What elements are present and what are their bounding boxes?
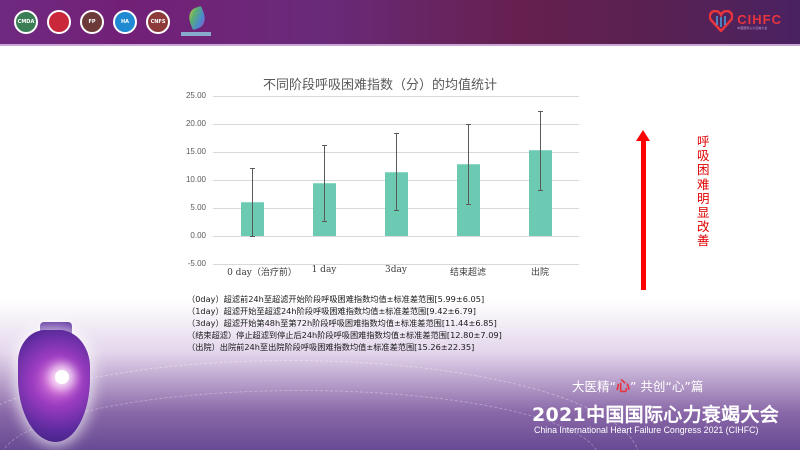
x-tick-label: 结束超滤	[449, 268, 487, 278]
association-logo-icon	[47, 10, 71, 34]
y-tick-label: 25.00	[185, 91, 206, 100]
up-arrow-icon	[636, 130, 650, 141]
error-cap	[466, 124, 471, 126]
error-bar	[252, 168, 253, 237]
y-tick-label: 20.00	[185, 119, 206, 128]
partner-logos: CMDA FP HA CNFS	[14, 5, 213, 36]
stage-notes: （0day）超滤前24h至超滤开始阶段呼吸困难指数均值±标准差范围[5.99±6…	[187, 293, 502, 353]
error-bar	[540, 110, 541, 190]
error-cap	[250, 168, 255, 170]
error-cap	[394, 210, 399, 212]
gridline	[213, 96, 579, 97]
fp-logo-icon: FP	[80, 10, 104, 34]
error-cap	[466, 203, 471, 205]
conference-title: 2021中国国际心力衰竭大会	[532, 404, 780, 426]
conference-subtitle: China International Heart Failure Congre…	[534, 425, 759, 435]
improvement-annotation: 呼吸困难明显改善	[697, 134, 710, 249]
gridline	[213, 236, 579, 237]
error-bar	[324, 144, 325, 222]
brand-subtitle: 中国国际心力衰竭大会	[737, 25, 768, 30]
x-tick-label: 出院	[530, 268, 550, 278]
gridline	[213, 264, 579, 265]
cmda-logo-icon: CMDA	[14, 10, 38, 34]
error-bar	[468, 124, 469, 204]
error-cap	[250, 236, 255, 238]
error-cap	[322, 144, 327, 146]
up-arrow-shaft	[641, 140, 646, 290]
y-tick-label: 0.00	[190, 231, 206, 240]
slogan: 大医精“心” 共创“心”篇	[572, 376, 703, 396]
error-cap	[322, 221, 327, 223]
y-tick-label: -5.00	[187, 259, 206, 268]
error-cap	[538, 189, 543, 191]
y-tick-label: 10.00	[185, 175, 206, 184]
error-bar	[396, 133, 397, 211]
heart-logo-icon	[708, 9, 734, 33]
x-tick-label: 3day	[385, 265, 407, 275]
ha-logo-icon: HA	[113, 10, 137, 34]
heart-mark-icon: 心	[615, 379, 630, 395]
x-tick-label: 1 day	[311, 265, 337, 275]
note-line: （出院）出院前24h至出院阶段呼吸困难指数均值±标准差范围[15.26±22.3…	[187, 342, 475, 352]
brand-name: CIHFC	[737, 11, 782, 27]
slogan-pre: 大医精“	[572, 379, 616, 394]
cnfs-logo-icon: CNFS	[146, 10, 170, 34]
x-tick-label: 0 day（治疗前）	[227, 268, 297, 278]
chart-title: 不同阶段呼吸困难指数（分）的均值统计	[262, 78, 497, 93]
note-line: （0day）超滤前24h至超滤开始阶段呼吸困难指数均值±标准差范围[5.99±6…	[187, 294, 485, 304]
error-cap	[538, 110, 543, 112]
y-tick-label: 15.00	[185, 147, 206, 156]
header-bar: CMDA FP HA CNFS CIHFC 中国国际心力衰竭大会	[0, 0, 800, 46]
error-cap	[394, 133, 399, 135]
bird-logo-icon	[179, 5, 213, 36]
note-line: （1day）超滤开始至超滤24h阶段呼吸困难指数均值±标准差范围[9.42±6.…	[187, 306, 476, 316]
gridline	[213, 124, 579, 125]
cihfc-brand: CIHFC 中国国际心力衰竭大会	[708, 9, 782, 33]
slogan-post: ” 共创“心”篇	[629, 379, 704, 394]
y-tick-label: 5.00	[190, 203, 206, 212]
note-line: （结束超滤）停止超滤到停止后24h阶段呼吸困难指数均值±标准差范围[12.80±…	[187, 330, 502, 340]
glow-spot	[55, 370, 69, 384]
heart-illustration	[18, 330, 90, 442]
note-line: （3day）超滤开始第48h至第72h阶段呼吸困难指数均值±标准差范围[11.4…	[187, 318, 497, 328]
